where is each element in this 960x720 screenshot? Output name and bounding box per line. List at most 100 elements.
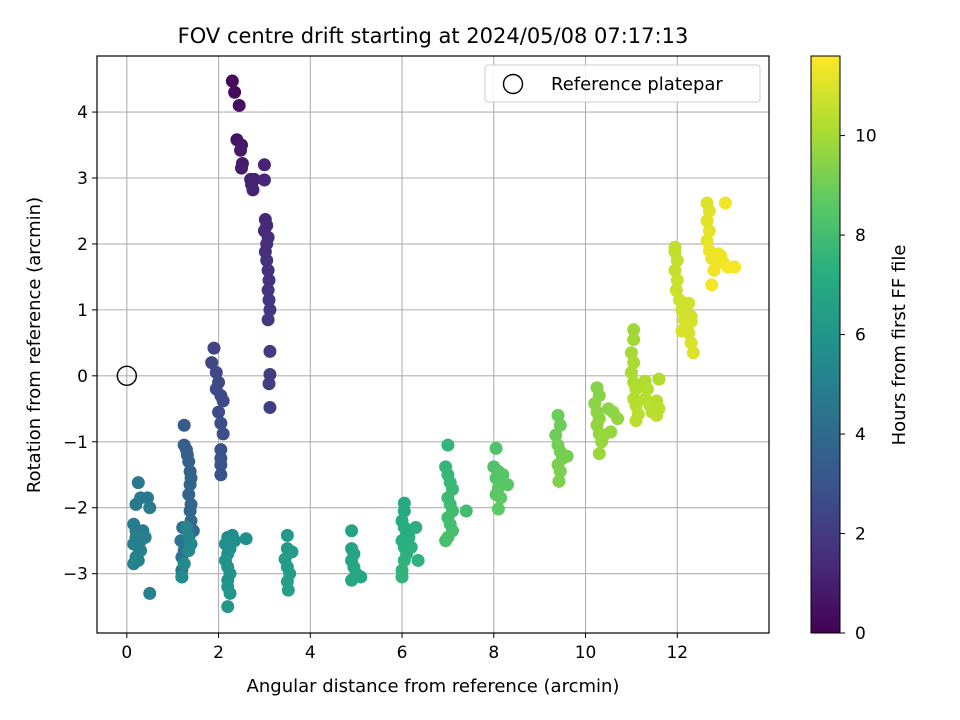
data-point [611, 412, 625, 426]
data-point [668, 245, 682, 259]
data-point [263, 400, 277, 414]
data-point [177, 557, 191, 571]
data-point [214, 416, 228, 430]
data-point [134, 534, 148, 548]
data-point [670, 273, 684, 287]
data-point [601, 402, 615, 416]
data-point [179, 520, 193, 534]
data-point [257, 158, 271, 172]
data-point [182, 488, 196, 502]
data-point [207, 341, 221, 355]
data-point [707, 263, 721, 277]
data-point [129, 497, 143, 511]
colorbar-tick-label: 4 [855, 425, 866, 445]
data-point [263, 344, 277, 358]
data-point [143, 501, 157, 515]
data-point [501, 478, 515, 492]
colorbar-tick-label: 10 [855, 127, 877, 147]
data-point [624, 366, 638, 380]
data-point [214, 468, 228, 482]
data-point [668, 263, 682, 277]
data-point [684, 309, 698, 323]
data-point [261, 263, 275, 277]
colorbar-tick-label: 0 [855, 624, 866, 644]
plot-frame [96, 55, 770, 634]
data-point [496, 468, 510, 482]
data-point [260, 253, 274, 267]
data-point [640, 382, 654, 396]
data-point [205, 356, 219, 370]
data-point [216, 427, 230, 441]
data-point [592, 447, 606, 461]
data-point [263, 303, 277, 317]
data-point [669, 283, 683, 297]
data-point [221, 600, 235, 614]
data-point [232, 98, 246, 112]
data-point [246, 183, 260, 197]
x-axis-ticks: 0 2 4 6 8 10 12 [121, 633, 688, 663]
data-point [629, 382, 643, 396]
data-point [397, 504, 411, 518]
data-point [552, 474, 566, 488]
data-point [216, 394, 230, 408]
y-tick-label: 0 [77, 367, 88, 387]
colorbar-tick-label: 8 [855, 226, 866, 246]
data-point [177, 418, 191, 432]
data-point [209, 366, 223, 380]
x-tick-label: 0 [121, 643, 132, 663]
data-point [705, 278, 719, 292]
data-point [234, 161, 248, 175]
y-tick-label: −3 [63, 565, 88, 585]
data-point [261, 313, 275, 327]
x-tick-label: 12 [666, 643, 688, 663]
x-axis-label: Angular distance from reference (arcmin) [247, 676, 620, 697]
data-point [402, 530, 416, 544]
colorbar-gradient [810, 55, 841, 634]
y-tick-label: −1 [63, 433, 88, 453]
data-point [441, 438, 455, 452]
data-point [624, 346, 638, 360]
data-point [223, 586, 237, 600]
y-tick-label: 1 [77, 301, 88, 321]
data-point [549, 428, 563, 442]
data-point [652, 372, 666, 386]
data-point [714, 249, 728, 263]
data-point [397, 553, 411, 567]
x-tick-label: 8 [488, 643, 499, 663]
y-axis-ticks: −3 −2 −1 0 1 2 3 4 [63, 103, 97, 585]
data-point [143, 586, 157, 600]
colorbar: 0 2 4 6 8 10 Hours from first FF file [810, 55, 910, 644]
grid-lines [97, 56, 769, 633]
data-point [700, 234, 714, 248]
data-point [140, 491, 154, 505]
data-point [702, 224, 716, 238]
data-point [439, 534, 453, 548]
y-axis-label: Rotation from reference (arcmin) [24, 197, 45, 493]
data-point [262, 377, 276, 391]
data-point [404, 540, 418, 554]
data-point [491, 502, 505, 516]
data-point [212, 405, 226, 419]
data-point [183, 504, 197, 518]
data-point [650, 408, 664, 422]
legend-entry-reference-platepar: Reference platepar [551, 74, 723, 95]
data-point [489, 441, 503, 455]
data-point [700, 214, 714, 228]
y-tick-label: 3 [77, 169, 88, 189]
data-point [261, 283, 275, 297]
x-tick-label: 6 [397, 643, 408, 663]
legend-marker-icon [502, 73, 524, 95]
chart-title: FOV centre drift starting at 2024/05/08 … [178, 24, 689, 48]
data-point [262, 293, 276, 307]
data-point [682, 296, 696, 310]
data-point [247, 172, 261, 186]
colorbar-label: Hours from first FF file [889, 245, 910, 446]
colorbar-ticks: 0 2 4 6 8 10 [840, 127, 877, 644]
colorbar-tick-label: 2 [855, 525, 866, 545]
data-point [131, 553, 145, 567]
data-point [553, 418, 567, 432]
data-point [225, 74, 239, 88]
x-tick-label: 10 [575, 643, 597, 663]
data-point [239, 532, 253, 546]
